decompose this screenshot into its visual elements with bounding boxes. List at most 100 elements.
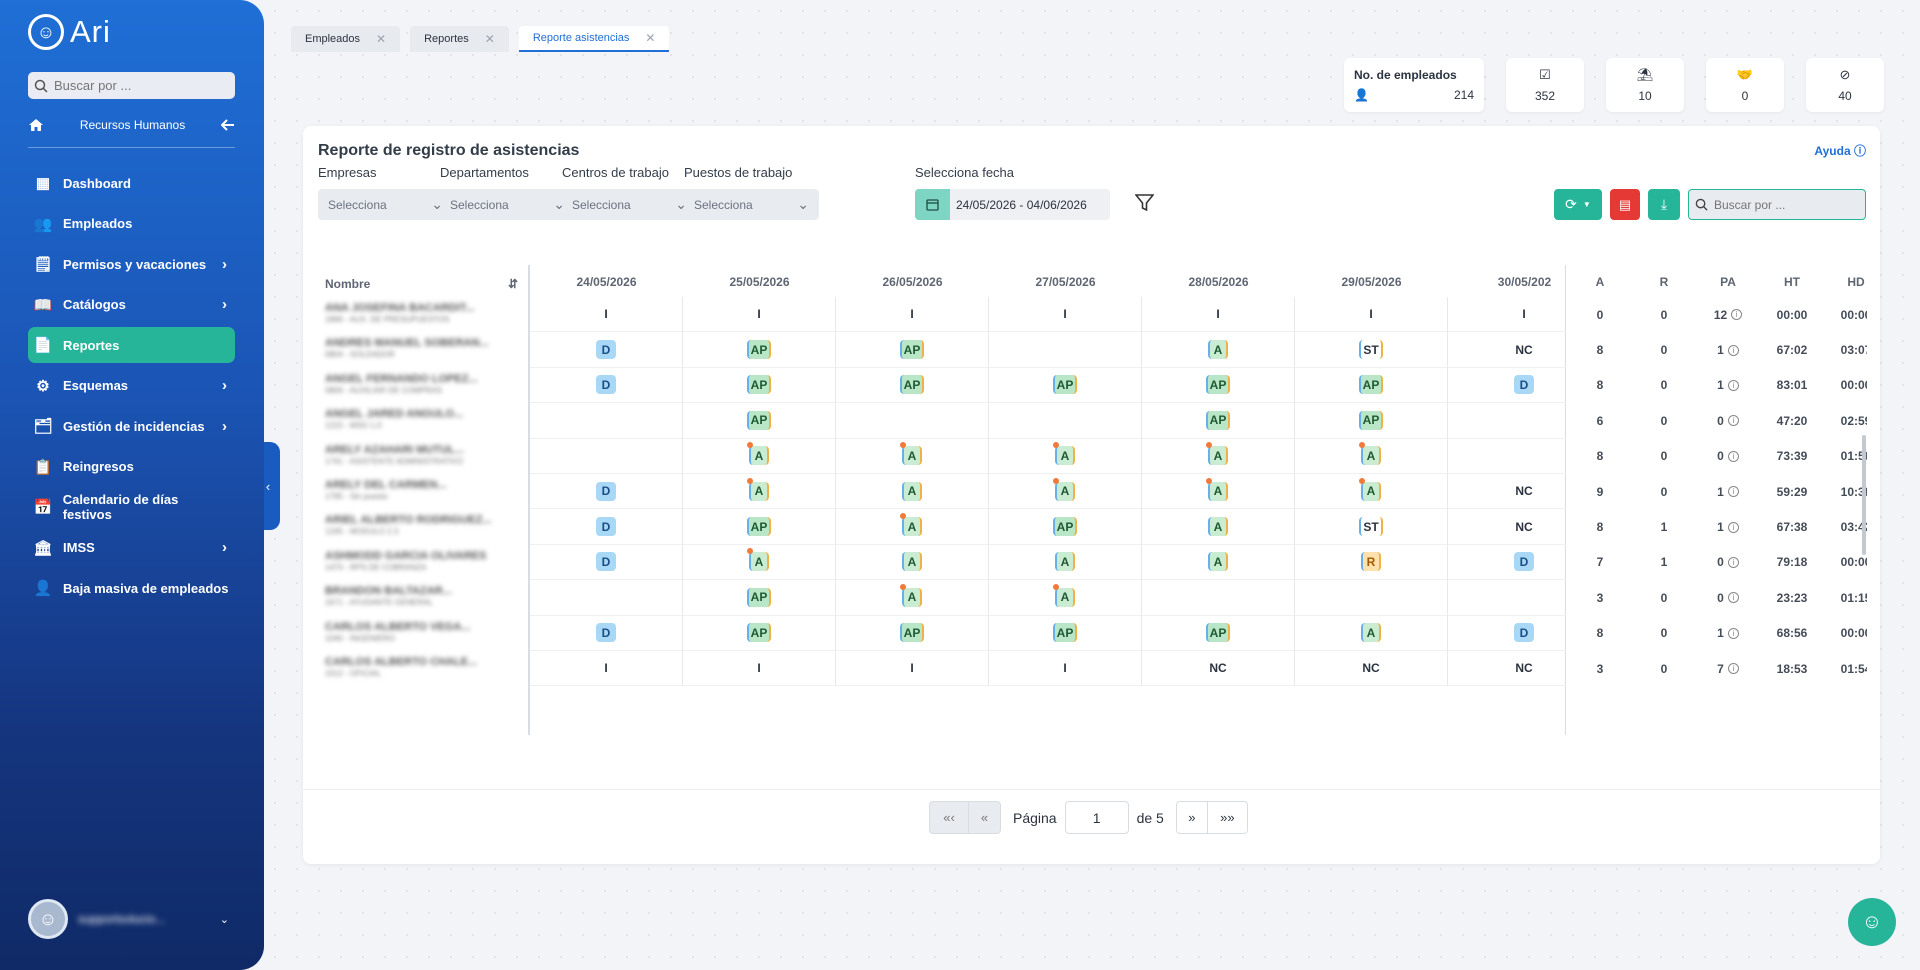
sidebar-item-permisos-y-vacaciones[interactable]: 🗒 Permisos y vacaciones › [28,246,235,282]
employee-name-cell[interactable]: BRANDON BALTAZAR... 1671 - AYUDANTE GENER… [318,580,526,615]
sidebar-item-imss[interactable]: 🏛 IMSS › [28,530,235,566]
app-logo[interactable]: ☺ Ari [28,14,111,50]
refresh-button[interactable]: ⟳ ▼ [1554,189,1602,220]
sidebar-search[interactable] [28,72,235,99]
chevron-down-icon[interactable]: ⌄ [219,913,229,926]
avatar[interactable]: ☺ [28,899,68,939]
attendance-cell[interactable]: A [836,544,989,581]
column-header-nombre[interactable]: Nombre ⇵ [318,273,526,295]
attendance-cell[interactable]: I [530,297,683,333]
info-icon[interactable]: i [1727,379,1739,391]
attendance-cell[interactable] [530,580,683,616]
info-icon[interactable]: i [1727,415,1739,427]
attendance-cell[interactable]: AP [836,615,989,651]
sidebar-item-calendario-de-dias-festivos[interactable]: 📅 Calendario de días festivos [28,489,235,525]
user-menu[interactable]: ☺ supportsolucio... ⌄ [28,898,235,940]
sidebar-item-dashboard[interactable]: ▦ Dashboard [28,165,235,201]
employee-name-cell[interactable]: ASHMODD GARCIA OLIVARES 1470 - RPS DE COB… [318,545,526,580]
module-selector[interactable]: Recursos Humanos [28,114,235,136]
page-input[interactable]: 1 [1064,801,1129,834]
employee-name-cell[interactable]: ARELY DEL CARMEN... 1795 - Sin puesto [318,474,526,509]
attendance-cell[interactable]: AP [683,367,836,404]
attendance-cell[interactable]: AP [836,332,989,368]
attendance-cell[interactable]: A [1142,438,1295,474]
close-icon[interactable]: ✕ [376,32,387,46]
filter-select[interactable]: Selecciona ⌄ [440,189,575,220]
attendance-cell[interactable]: I [683,297,836,333]
attendance-cell[interactable]: AP [1142,367,1295,404]
attendance-cell[interactable]: I [1295,297,1448,333]
employee-name-cell[interactable]: CARLOS ALBERTO VEGA... 1040 - INGENIERO [318,616,526,651]
prev-page-button[interactable]: « [969,801,1001,834]
tab-reportes[interactable]: Reportes ✕ [410,26,509,52]
attendance-cell[interactable]: AP [683,580,836,616]
attendance-cell[interactable]: D [530,544,683,581]
info-icon[interactable]: i [1727,556,1739,568]
attendance-cell[interactable]: AP [836,367,989,404]
attendance-cell[interactable]: I [989,297,1142,333]
sidebar-search-input[interactable] [54,78,224,93]
attendance-cell[interactable] [989,332,1142,368]
sidebar-item-baja-masiva-de-empleados[interactable]: 👤 Baja masiva de empleados [28,570,235,606]
attendance-cell[interactable]: AP [1295,367,1448,404]
sidebar-item-reingresos[interactable]: 📋 Reingresos [28,449,235,485]
download-button[interactable]: ⤓ [1648,189,1680,220]
help-link[interactable]: Ayuda ⓘ [1814,142,1866,159]
attendance-cell[interactable]: D [530,509,683,545]
info-icon[interactable]: i [1727,592,1739,604]
filter-select[interactable]: Selecciona ⌄ [562,189,697,220]
sidebar-item-gestion-de-incidencias[interactable]: 🗂 Gestión de incidencias › [28,408,235,444]
sidebar-item-esquemas[interactable]: ⚙ Esquemas › [28,368,235,404]
attendance-cell[interactable] [989,403,1142,439]
arrow-left-icon[interactable] [221,119,235,131]
calendar-icon[interactable] [915,189,950,220]
employee-name-cell[interactable]: ANDRES MANUEL SOBERAN... 0804 - SOLDADOR [318,332,526,367]
employee-name-cell[interactable]: ANGEL FERNANDO LOPEZ... 0806 - AUXILIAR D… [318,368,526,403]
attendance-cell[interactable]: R [1295,544,1448,581]
attendance-cell[interactable]: D [530,332,683,368]
sort-icon[interactable]: ⇵ [507,277,518,291]
attendance-cell[interactable]: NC [1295,651,1448,687]
filter-button[interactable] [1134,194,1155,217]
attendance-cell[interactable]: AP [683,332,836,368]
first-page-button[interactable]: «‹ [929,801,969,834]
assistant-button[interactable]: ☺ [1848,898,1896,946]
attendance-cell[interactable]: I [836,651,989,687]
info-icon[interactable]: i [1727,521,1739,533]
next-page-button[interactable]: » [1175,801,1208,834]
export-pdf-button[interactable]: ▤ [1610,189,1640,220]
attendance-cell[interactable] [1295,580,1448,616]
attendance-cell[interactable]: AP [683,403,836,439]
attendance-cell[interactable] [530,403,683,439]
attendance-cell[interactable]: A [836,438,989,474]
attendance-cell[interactable] [1142,580,1295,616]
attendance-cell[interactable]: AP [1295,403,1448,439]
attendance-cell[interactable]: A [836,580,989,616]
info-icon[interactable]: i [1727,663,1739,675]
info-icon[interactable]: i [1727,486,1739,498]
sidebar-item-reportes[interactable]: 📄 Reportes [28,327,235,363]
attendance-cell[interactable]: A [1142,332,1295,368]
attendance-cell[interactable]: A [683,474,836,510]
attendance-cell[interactable]: I [836,297,989,333]
employee-name-cell[interactable]: ANGEL JARED ANGULO... 1215 - MSO 1.0 [318,403,526,438]
attendance-cell[interactable]: A [989,438,1142,474]
attendance-cell[interactable]: ST [1295,509,1448,545]
sidebar-item-catalogos[interactable]: 📖 Catálogos › [28,287,235,323]
attendance-cell[interactable] [836,403,989,439]
report-search-input[interactable] [1714,197,1854,212]
attendance-cell[interactable]: NC [1142,651,1295,687]
report-search[interactable] [1688,189,1866,220]
attendance-cell[interactable]: A [1295,438,1448,474]
vertical-scrollbar[interactable] [1862,435,1866,555]
attendance-cell[interactable]: AP [989,615,1142,651]
sidebar-item-empleados[interactable]: 👥 Empleados [28,206,235,242]
employee-name-cell[interactable]: ARIEL ALBERTO RODRIGUEZ... 1245 - MODULO … [318,509,526,544]
attendance-cell[interactable]: AP [989,509,1142,545]
attendance-cell[interactable]: D [530,615,683,651]
info-icon[interactable]: i [1731,309,1743,321]
employee-name-cell[interactable]: ARELY AZAHARI MUTUL... 1741 - ASISTENTE A… [318,439,526,474]
info-icon[interactable]: i [1727,344,1739,356]
last-page-button[interactable]: »» [1207,801,1248,834]
attendance-cell[interactable]: I [530,651,683,687]
